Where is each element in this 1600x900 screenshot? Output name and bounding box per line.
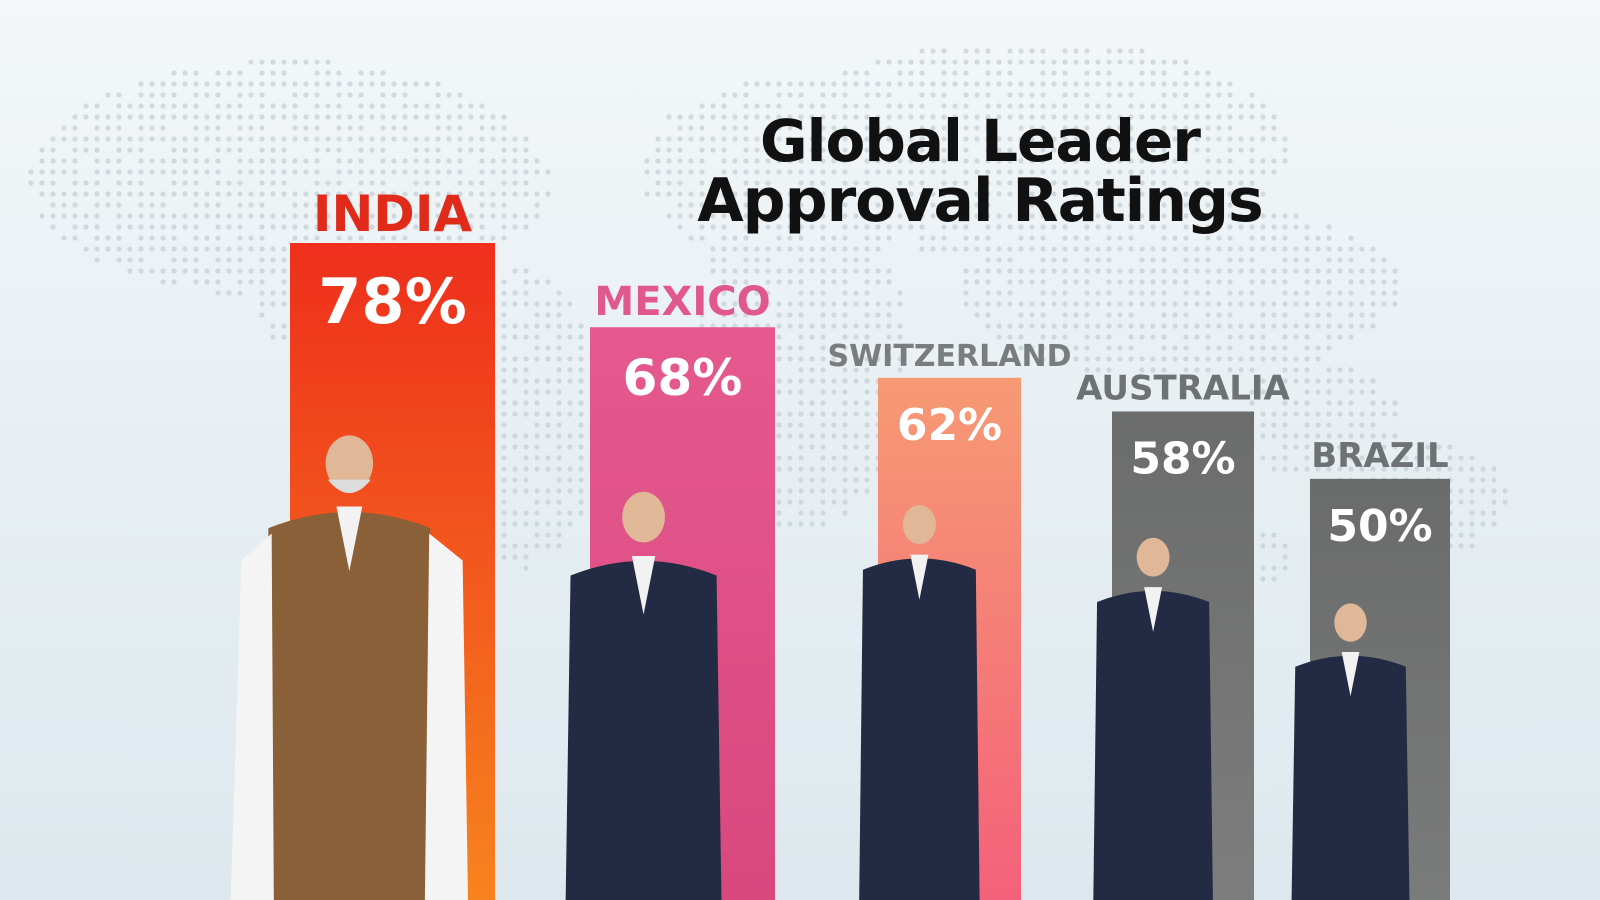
category-label-brazil: BRAZIL xyxy=(1311,436,1448,476)
category-label-australia: AUSTRALIA xyxy=(1076,368,1290,408)
category-label-india: INDIA xyxy=(313,185,473,243)
leader-photo-brazil xyxy=(1291,603,1410,900)
chart-title-line-2: Approval Ratings xyxy=(697,166,1264,237)
value-label-mexico: 68% xyxy=(623,349,743,407)
chart-title-line-1: Global Leader xyxy=(760,107,1201,175)
leader-photo-australia xyxy=(1093,537,1213,900)
chart-title: Global Leader Approval Ratings xyxy=(680,107,1280,237)
leader-photo-india xyxy=(230,435,469,900)
leader-photo-mexico xyxy=(565,491,722,900)
value-label-australia: 58% xyxy=(1130,433,1235,484)
value-label-switzerland: 62% xyxy=(897,400,1002,451)
category-label-mexico: MEXICO xyxy=(594,279,770,325)
leader-photo-switzerland xyxy=(859,504,980,900)
category-label-switzerland: SWITZERLAND xyxy=(827,339,1071,374)
value-label-india: 78% xyxy=(318,265,466,338)
value-label-brazil: 50% xyxy=(1327,501,1432,552)
